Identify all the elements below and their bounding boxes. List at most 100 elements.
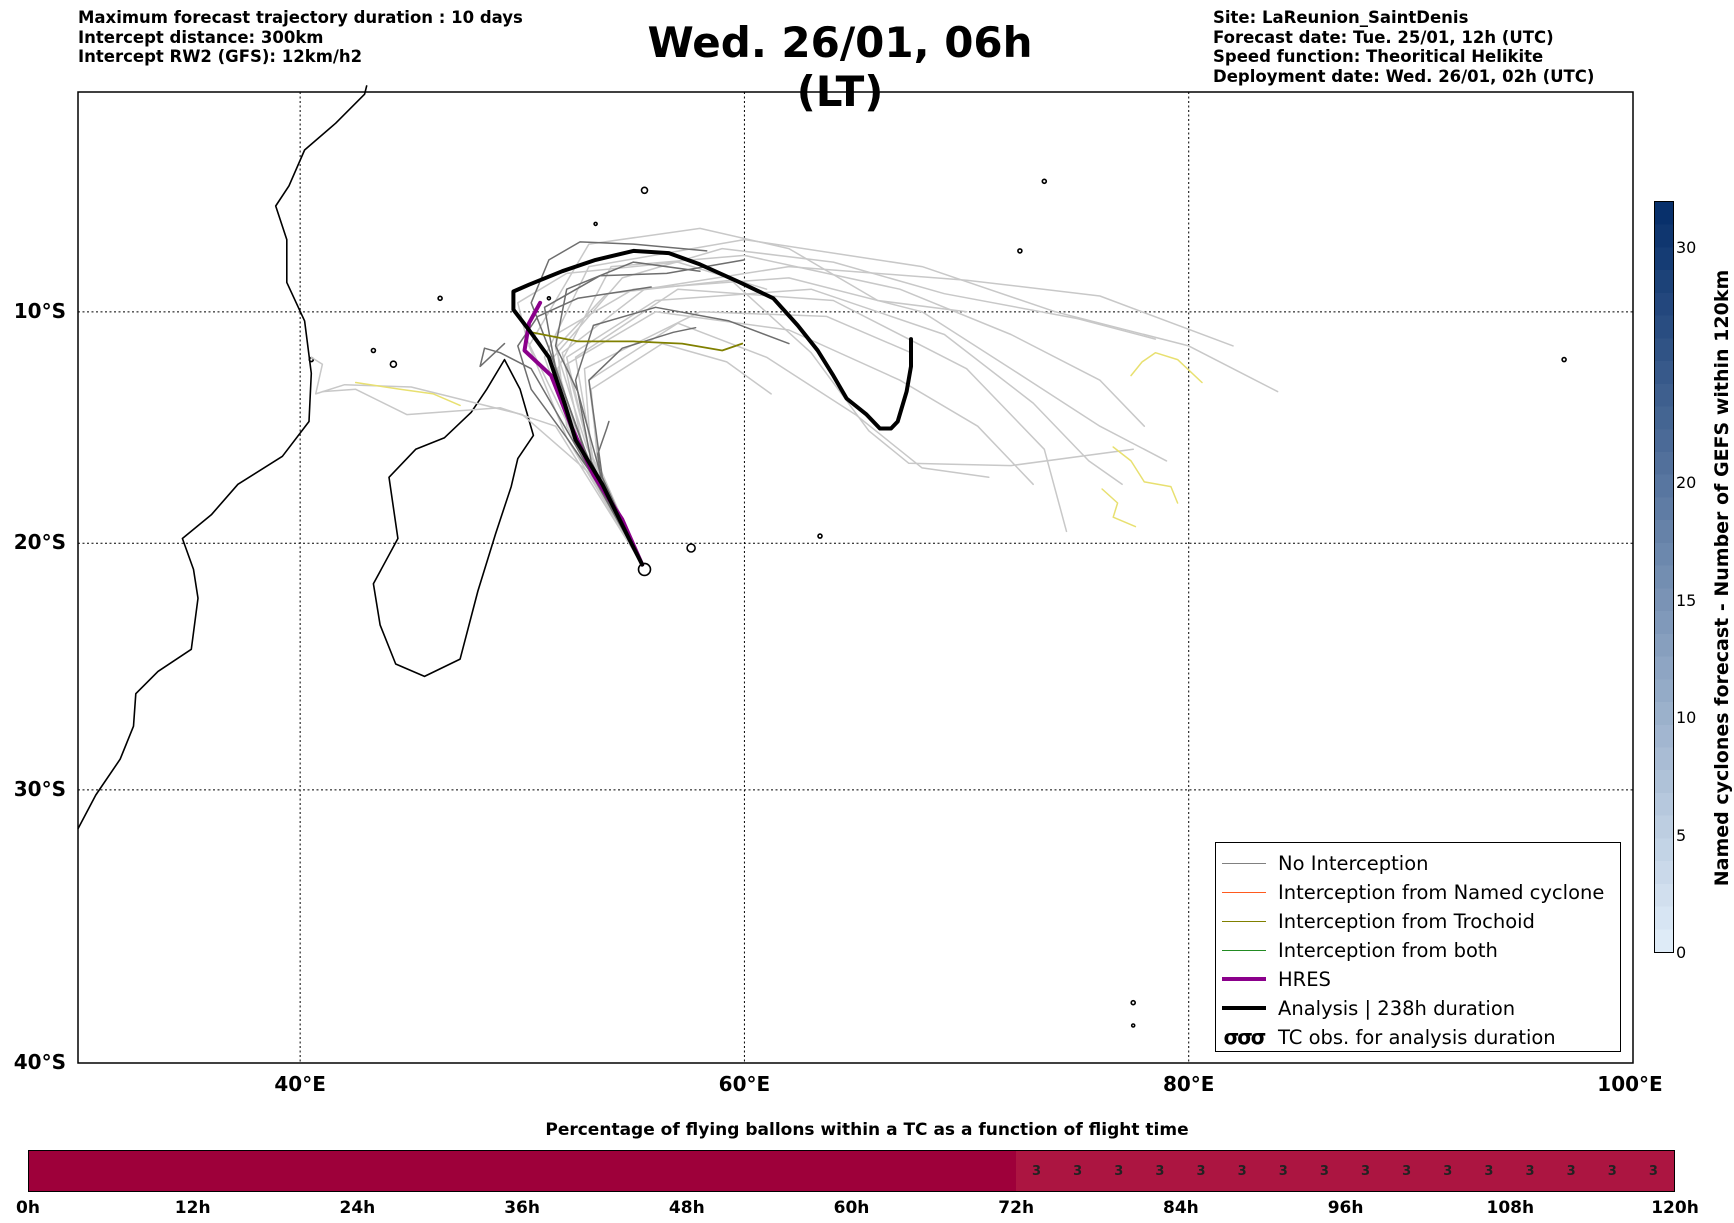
map-frame xyxy=(77,91,1634,1064)
lon-label: 60°E xyxy=(718,1072,771,1096)
header-left-info: Maximum forecast trajectory duration : 1… xyxy=(78,8,523,67)
legend-swatch xyxy=(1222,977,1266,981)
legend-label: Interception from Trochoid xyxy=(1278,909,1535,933)
island-coastline xyxy=(640,186,649,195)
legend-item-trochoid: Interception from Trochoid xyxy=(1222,907,1535,935)
island-coastline xyxy=(1041,178,1048,185)
ensemble-track-no-interception xyxy=(588,326,697,566)
legend-label: Interception from Named cyclone xyxy=(1278,880,1605,904)
forecast-date-text: Forecast date: Tue. 25/01, 12h (UTC) xyxy=(1213,27,1554,47)
ensemble-track-tc xyxy=(354,381,461,407)
legend: No Interception Interception from Named … xyxy=(1215,842,1621,1052)
lat-label: 30°S xyxy=(13,776,66,801)
colorbar-title: Named cyclones forecast - Number of GEFS… xyxy=(1711,269,1733,887)
ensemble-track-light xyxy=(554,279,1134,566)
max-duration-text: Maximum forecast trajectory duration : 1… xyxy=(78,8,523,27)
island-coastline xyxy=(1130,999,1136,1006)
legend-item-no-interception: No Interception xyxy=(1222,849,1429,877)
legend-item-both: Interception from both xyxy=(1222,936,1498,964)
percentage-segment: 3 xyxy=(1591,1151,1633,1191)
lat-label: 10°S xyxy=(13,298,66,323)
intercept-rw2-text: Intercept RW2 (GFS): 12km/h2 xyxy=(78,47,363,66)
trochoid-track xyxy=(530,331,744,352)
island-coastline xyxy=(686,543,696,553)
percentage-segment: 3 xyxy=(1057,1151,1099,1191)
africa-coastline xyxy=(77,85,368,830)
percentage-tick-label: 120h xyxy=(1651,1198,1699,1218)
percentage-segment: 3 xyxy=(1386,1151,1428,1191)
percentage-tick-label: 84h xyxy=(1163,1198,1199,1218)
colorbar-tick-label: 10 xyxy=(1676,708,1697,727)
legend-item-named-cyclone: Interception from Named cyclone xyxy=(1222,878,1604,906)
percentage-tick-label: 48h xyxy=(668,1198,705,1218)
lat-label: 40°S xyxy=(13,1050,66,1074)
colorbar-tick-label: 20 xyxy=(1676,473,1697,492)
percentage-segment: 3 xyxy=(1262,1151,1304,1191)
percentage-bar-title: Percentage of flying ballons within a TC… xyxy=(545,1120,1189,1140)
ensemble-track-light xyxy=(565,288,1123,566)
colorbar-tick-label: 30 xyxy=(1676,238,1697,257)
ensemble-track-tc xyxy=(1101,488,1137,528)
island-coastline xyxy=(546,295,552,301)
island-coastline xyxy=(389,360,398,369)
island-coastline xyxy=(817,533,823,539)
percentage-tick-label: 60h xyxy=(833,1198,870,1218)
ensemble-track-light xyxy=(588,322,990,566)
percentage-segment: 3 xyxy=(1303,1151,1345,1191)
percentage-segment: 3 xyxy=(1098,1151,1140,1191)
island-coastline xyxy=(437,295,443,302)
legend-swatch xyxy=(1222,920,1266,922)
ensemble-track-tc xyxy=(1112,446,1179,504)
speed-function-text: Speed function: Theoritical Helikite xyxy=(1213,47,1544,66)
legend-label: No Interception xyxy=(1278,851,1429,875)
colorbar-tick-label: 15 xyxy=(1676,590,1697,610)
legend-label: HRES xyxy=(1278,967,1331,991)
percentage-segment: 3 xyxy=(1139,1151,1181,1191)
ensemble-track-light xyxy=(321,388,643,566)
percentage-tick-label: 12h xyxy=(174,1198,211,1218)
legend-item-analysis: Analysis | 238h duration xyxy=(1222,994,1515,1022)
coastlines xyxy=(77,85,1567,1028)
lon-label: 40°E xyxy=(274,1072,326,1096)
legend-label: Interception from both xyxy=(1278,938,1498,962)
ensemble-track-light xyxy=(574,288,1068,566)
island-coastline xyxy=(593,221,598,227)
legend-label: TC obs. for analysis duration xyxy=(1278,1025,1556,1049)
legend-swatch xyxy=(1222,1006,1266,1010)
percentage-tick-label: 108h xyxy=(1486,1198,1535,1218)
highlight-trajectories xyxy=(511,248,913,567)
percentage-segment: 3 xyxy=(1180,1151,1222,1191)
header-right-info: Site: LaReunion_SaintDenis Forecast date… xyxy=(1213,8,1594,86)
legend-item-hres: HRES xyxy=(1222,965,1331,993)
madagascar-coastline xyxy=(372,358,535,678)
cyclone-colorbar xyxy=(1654,201,1674,953)
legend-swatch xyxy=(1222,949,1266,951)
tc-symbol-icon: σσσ xyxy=(1223,1025,1267,1049)
island-coastline xyxy=(1017,248,1023,254)
ensemble-track-no-interception xyxy=(554,261,701,566)
intercept-distance-text: Intercept distance: 300km xyxy=(78,27,324,47)
lon-label: 80°E xyxy=(1162,1072,1215,1096)
percentage-tick-label: 72h xyxy=(998,1198,1035,1218)
percentage-tick-label: 96h xyxy=(1327,1198,1364,1218)
percentage-segment-full xyxy=(29,1151,1016,1191)
island-coastline xyxy=(637,562,652,577)
lon-label: 100°E xyxy=(1597,1072,1663,1096)
deployment-date-text: Deployment date: Wed. 26/01, 02h (UTC) xyxy=(1213,66,1595,86)
percentage-segment: 3 xyxy=(1016,1151,1058,1191)
legend-swatch xyxy=(1222,891,1266,893)
legend-label: Analysis | 238h duration xyxy=(1278,996,1516,1020)
ensemble-track-no-interception xyxy=(479,342,643,566)
colorbar-tick-label: 5 xyxy=(1676,825,1687,845)
percentage-tick-label: 0h xyxy=(16,1198,40,1218)
percentage-tick-label: 24h xyxy=(339,1198,376,1218)
percentage-tick-label: 36h xyxy=(504,1198,540,1218)
percentage-segment: 3 xyxy=(1509,1151,1551,1191)
analysis-track xyxy=(511,248,913,567)
ensemble-trajectories xyxy=(310,227,1279,566)
percentage-segment: 3 xyxy=(1550,1151,1592,1191)
percentage-segment: 3 xyxy=(1632,1151,1674,1191)
ensemble-track-tc xyxy=(1130,351,1203,384)
lat-label: 20°S xyxy=(13,530,66,555)
